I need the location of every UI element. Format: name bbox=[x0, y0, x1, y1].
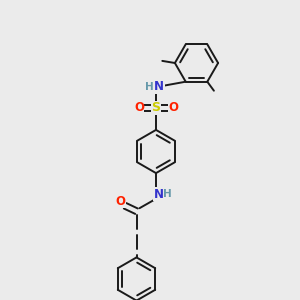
Text: S: S bbox=[152, 101, 160, 114]
Text: N: N bbox=[154, 80, 164, 94]
Text: H: H bbox=[145, 82, 154, 92]
Text: N: N bbox=[154, 188, 164, 201]
Text: O: O bbox=[168, 101, 178, 114]
Text: H: H bbox=[163, 189, 172, 199]
Text: O: O bbox=[134, 101, 144, 114]
Text: O: O bbox=[116, 195, 126, 208]
